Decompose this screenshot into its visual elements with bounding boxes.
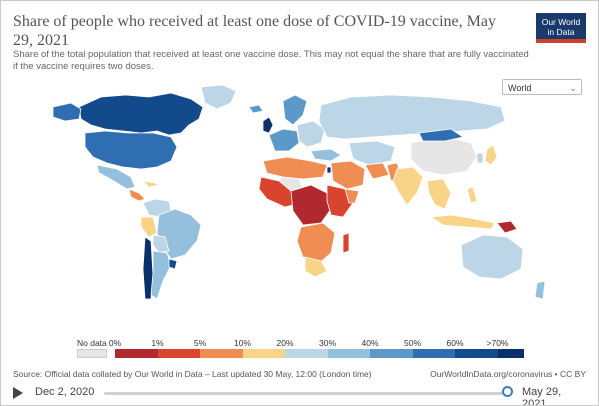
country-central-asia[interactable]	[348, 140, 396, 166]
legend-no-data-label: No data	[77, 338, 107, 348]
legend-tick-label: 5%	[193, 338, 207, 348]
legend-tick-label: 10%	[233, 338, 252, 348]
country-canada[interactable]	[78, 92, 204, 136]
country-turkey[interactable]	[310, 148, 342, 162]
country-mongolia[interactable]	[418, 128, 465, 142]
country-uruguay[interactable]	[168, 258, 178, 270]
legend-tick-label: 60%	[446, 338, 464, 348]
country-southern-africa[interactable]	[296, 222, 336, 266]
country-central-africa[interactable]	[290, 184, 332, 226]
timeline-end-date: May 29, 2021	[522, 386, 562, 406]
legend-tick-label: 20%	[276, 338, 294, 348]
country-eastern-europe[interactable]	[296, 120, 326, 148]
country-horn[interactable]	[344, 188, 360, 204]
legend-tick-label: 50%	[403, 338, 422, 348]
timeline-start-date: Dec 2, 2020	[35, 386, 95, 398]
legend-bin-swatch[interactable]	[370, 349, 413, 358]
country-south-africa[interactable]	[304, 256, 328, 278]
world-map	[52, 85, 546, 300]
logo-accent-bar	[536, 39, 586, 43]
country-australia[interactable]	[460, 234, 524, 280]
country-iran[interactable]	[364, 162, 390, 180]
legend-tick-label: 30%	[318, 338, 337, 348]
play-icon[interactable]	[13, 387, 23, 399]
legend-bin-swatch[interactable]	[115, 349, 158, 358]
country-usa[interactable]	[84, 130, 178, 170]
country-india[interactable]	[392, 166, 424, 206]
legend-bin-swatch[interactable]	[200, 349, 243, 358]
country-russia[interactable]	[318, 94, 506, 140]
country-madagascar[interactable]	[342, 232, 350, 254]
country-middle-east[interactable]	[330, 160, 366, 190]
region-select-value: World	[508, 83, 532, 93]
legend-tick-label: 40%	[361, 338, 379, 348]
country-new-zealand[interactable]	[534, 280, 546, 300]
country-mexico[interactable]	[96, 164, 136, 190]
chart-subtitle: Share of the total population that recei…	[13, 49, 529, 72]
country-israel[interactable]	[326, 166, 332, 174]
legend-bin-swatch[interactable]	[412, 349, 455, 358]
legend-bin-swatch[interactable]	[157, 349, 200, 358]
timeline: Dec 2, 2020 May 29, 2021	[13, 385, 588, 405]
timeline-track[interactable]	[104, 392, 508, 395]
color-legend: No data 0% 1% 5% 10% 20% 30% 40% 50% 60% >70%	[77, 338, 547, 362]
country-greenland[interactable]	[200, 85, 237, 110]
country-uk[interactable]	[262, 116, 274, 134]
license-link[interactable]: OurWorldInData.org/coronavirus • CC BY	[430, 369, 586, 379]
country-philippines[interactable]	[466, 186, 478, 204]
logo-line-2: in Data	[547, 27, 575, 37]
country-alaska[interactable]	[52, 102, 82, 122]
owid-logo[interactable]: Our World in Data	[536, 13, 586, 43]
logo-line-1: Our World	[541, 17, 581, 27]
chart-title: Share of people who received at least on…	[13, 13, 496, 49]
country-argentina[interactable]	[150, 250, 172, 300]
legend-bin-swatch[interactable]	[455, 349, 498, 358]
country-chile[interactable]	[142, 236, 154, 300]
country-iceland[interactable]	[248, 104, 264, 114]
country-china[interactable]	[410, 136, 478, 176]
region-select[interactable]: World ⌄	[502, 79, 582, 95]
legend-tick-label: 1%	[151, 338, 164, 348]
country-japan[interactable]	[484, 144, 498, 166]
country-bolivia[interactable]	[152, 234, 170, 254]
legend-bin-swatch[interactable]	[285, 349, 328, 358]
country-se-asia[interactable]	[426, 178, 452, 210]
country-north-africa[interactable]	[262, 156, 328, 180]
country-korea[interactable]	[476, 152, 484, 164]
legend-tick-label: >70%	[486, 338, 509, 348]
legend-bin-swatch[interactable]	[327, 349, 370, 358]
country-central-america[interactable]	[128, 188, 146, 202]
country-png[interactable]	[496, 220, 518, 234]
chevron-down-icon: ⌄	[569, 83, 577, 93]
legend-no-data-swatch[interactable]	[77, 349, 107, 358]
country-caribbean[interactable]	[141, 180, 161, 188]
country-peru[interactable]	[140, 216, 158, 238]
timeline-handle[interactable]	[502, 386, 513, 397]
country-western-europe[interactable]	[268, 128, 300, 152]
legend-bin-swatch[interactable]	[497, 349, 524, 358]
source-note[interactable]: Source: Official data collated by Our Wo…	[13, 369, 372, 379]
country-scandinavia[interactable]	[282, 94, 308, 126]
legend-bin-swatch[interactable]	[242, 349, 285, 358]
legend-tick-label: 0%	[108, 338, 122, 348]
country-indonesia[interactable]	[429, 214, 496, 230]
